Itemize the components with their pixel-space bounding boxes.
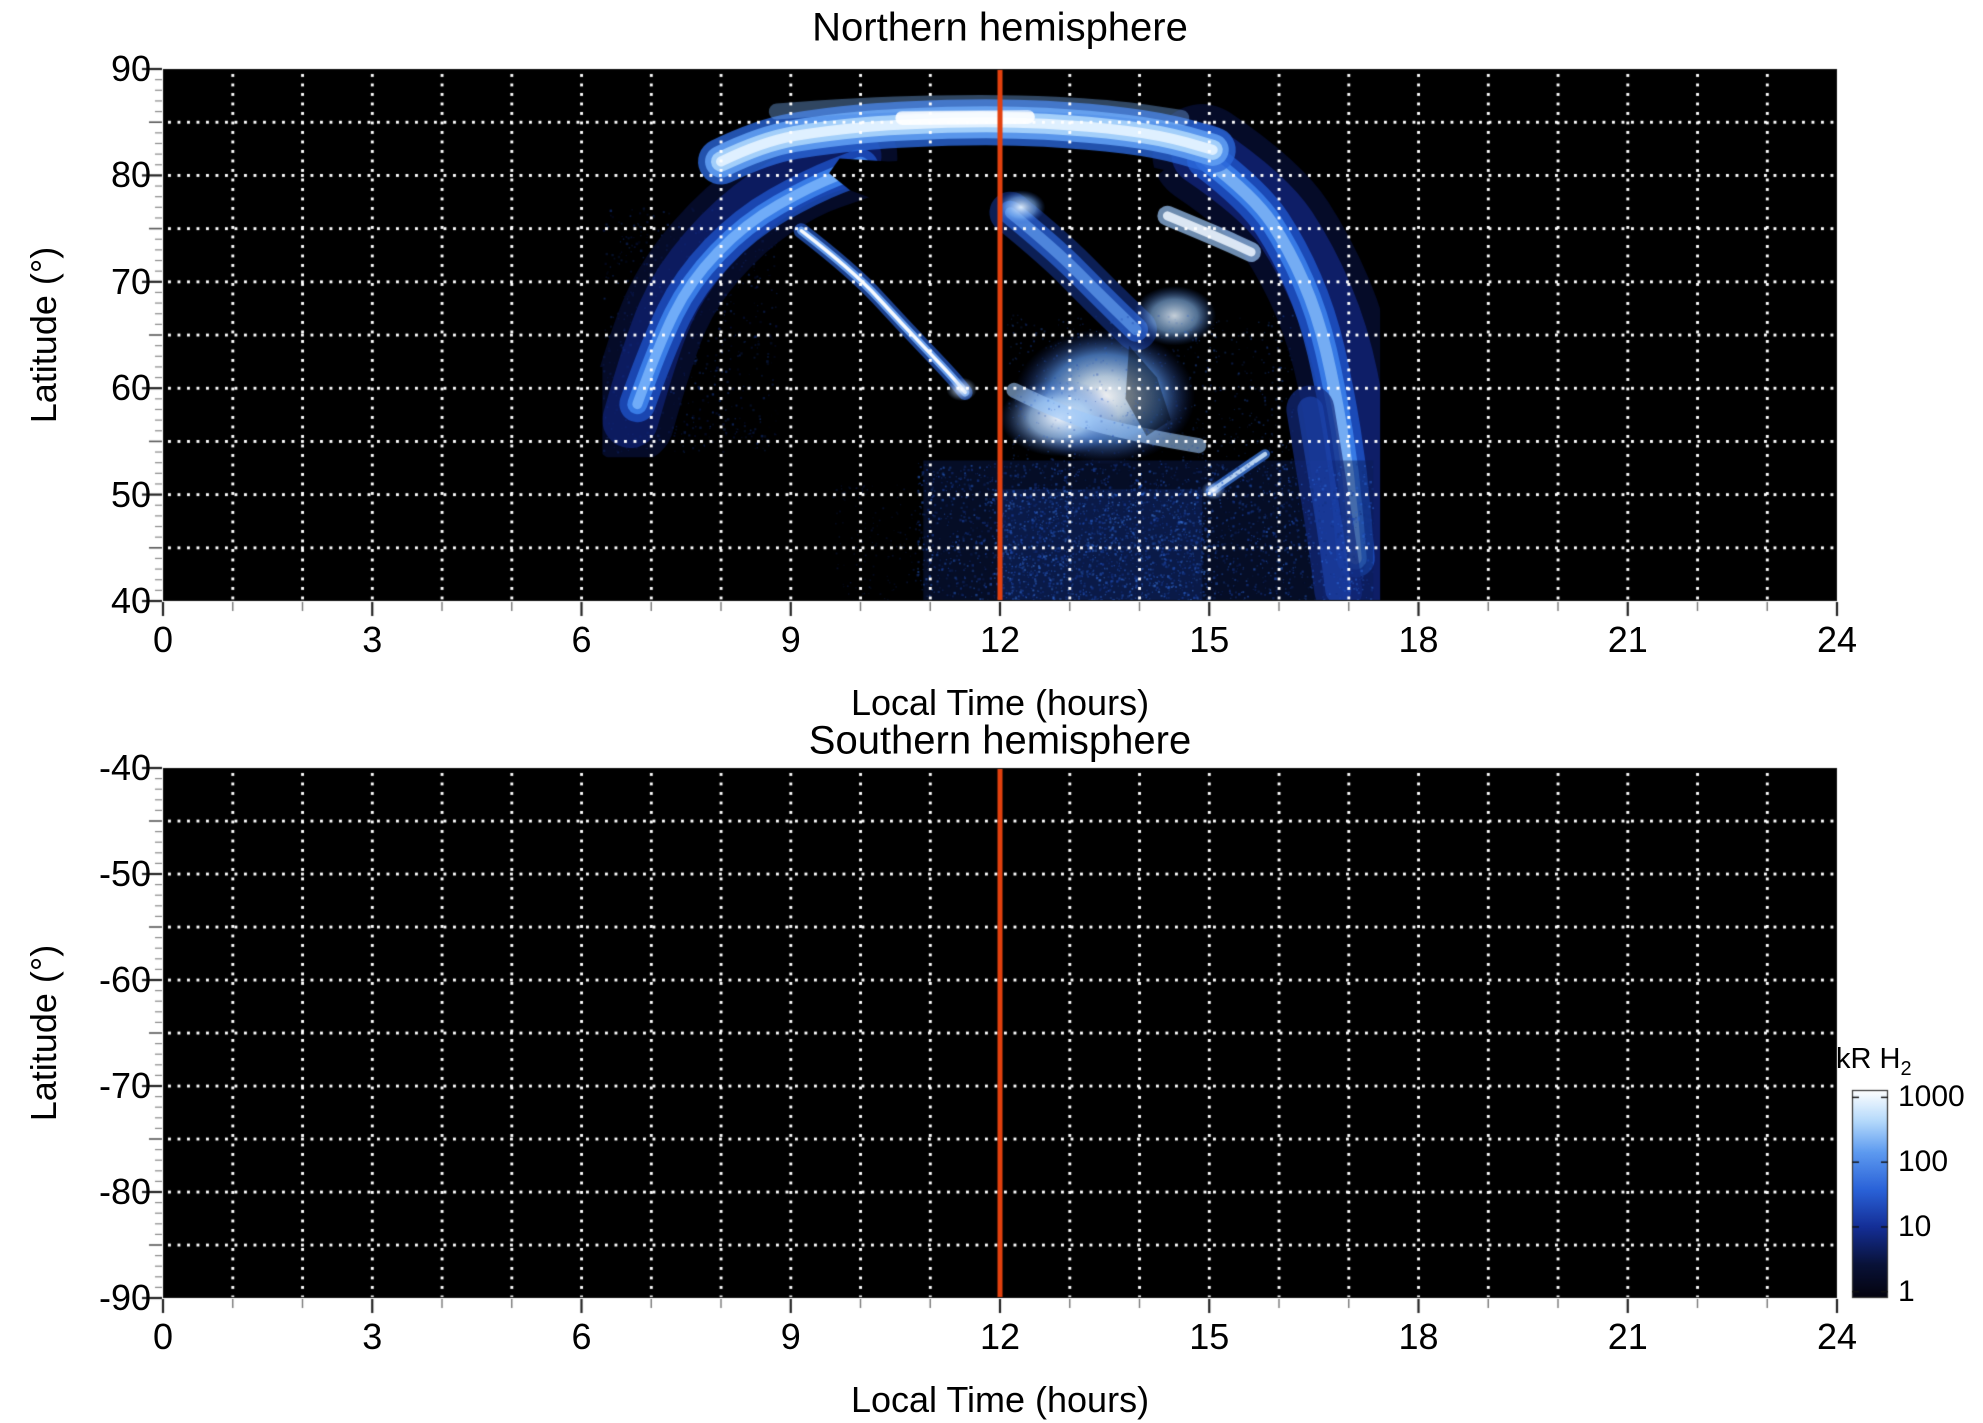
x-tick-label: 24 — [1816, 619, 1858, 660]
colorbar-tick-label: 10 — [1898, 1209, 1932, 1243]
south-x-axis-title: Local Time (hours) — [850, 1379, 1150, 1420]
colorbar-tick-label: 1 — [1898, 1274, 1915, 1308]
x-tick-label: 24 — [1816, 1316, 1858, 1357]
x-tick-label: 15 — [1189, 619, 1230, 660]
y-tick-label: 70 — [110, 260, 151, 302]
y-tick-label: -70 — [98, 1065, 151, 1106]
x-tick-label: 0 — [152, 619, 174, 660]
x-tick-label: 3 — [362, 619, 383, 660]
x-tick-label: 6 — [571, 1316, 592, 1357]
colorbar-tick-label: 1000 — [1898, 1080, 1965, 1114]
x-tick-label: 3 — [362, 1316, 383, 1357]
north-x-axis-title: Local Time (hours) — [850, 682, 1150, 723]
y-tick-label: 60 — [110, 367, 151, 409]
colorbar-unit-label: kR H2 — [1836, 1043, 1912, 1081]
x-tick-label: 12 — [979, 619, 1021, 660]
y-tick-label: 40 — [110, 580, 151, 621]
y-tick-label: -60 — [98, 959, 151, 1000]
x-tick-label: 21 — [1607, 1316, 1648, 1357]
x-tick-label: 18 — [1398, 619, 1439, 660]
x-tick-label: 12 — [979, 1316, 1021, 1357]
x-tick-label: 9 — [780, 619, 801, 660]
colorbar-unit-subscript: 2 — [1900, 1057, 1912, 1080]
x-tick-label: 0 — [152, 1316, 174, 1357]
y-tick-label: -90 — [98, 1277, 151, 1318]
x-tick-label: 15 — [1189, 1316, 1230, 1357]
x-tick-label: 6 — [571, 619, 592, 660]
y-tick-label: -80 — [98, 1171, 151, 1212]
y-tick-label: 90 — [110, 48, 151, 89]
y-tick-label: -40 — [98, 747, 151, 788]
colorbar-tick-label: 100 — [1898, 1145, 1949, 1179]
colorbar-unit-main: kR H — [1836, 1043, 1901, 1076]
y-tick-label: 80 — [110, 154, 151, 196]
north-y-axis-title: Latitude (°) — [23, 246, 64, 424]
x-tick-label: 21 — [1607, 619, 1648, 660]
y-tick-label: 50 — [110, 473, 151, 515]
north-panel-title: Northern hemisphere — [812, 5, 1188, 50]
y-tick-label: -50 — [98, 853, 151, 894]
x-tick-label: 18 — [1398, 1316, 1439, 1357]
south-y-axis-title: Latitude (°) — [23, 944, 64, 1122]
south-panel-title: Southern hemisphere — [808, 718, 1192, 763]
x-tick-label: 9 — [780, 1316, 801, 1357]
